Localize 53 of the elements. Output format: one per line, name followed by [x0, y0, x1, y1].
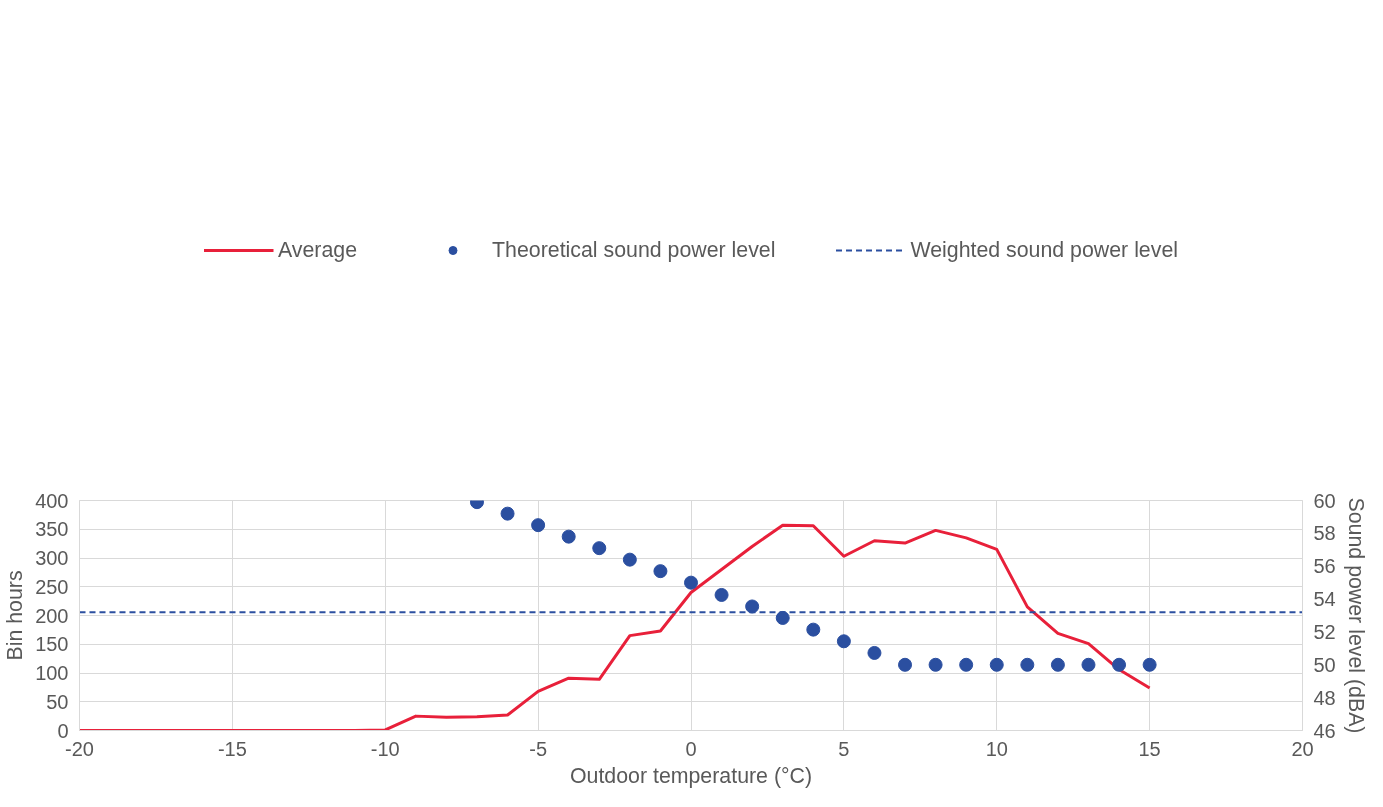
- y2-axis-title: Sound power level (dBA): [1343, 497, 1368, 734]
- y-tick-label: 250: [35, 575, 69, 598]
- legend-label: Weighted sound power level: [910, 237, 1178, 263]
- y-tick-label: 300: [35, 547, 69, 569]
- y2-tick-label: 58: [1313, 522, 1336, 545]
- point: [1081, 657, 1096, 672]
- x-tick-label: 10: [985, 737, 1008, 760]
- point: [592, 541, 607, 556]
- y2-tick-label: 54: [1313, 588, 1336, 611]
- point: [684, 575, 698, 590]
- y-tick-label: 100: [35, 662, 69, 684]
- y-tick-label: 400: [35, 489, 69, 512]
- point: [1142, 657, 1157, 672]
- x-tick-label: 15: [1138, 737, 1161, 760]
- point: [928, 657, 943, 672]
- point: [653, 564, 668, 579]
- point: [959, 657, 974, 672]
- point: [1050, 657, 1065, 672]
- x-tick-label: -15: [217, 737, 247, 760]
- y2-tick-label: 56: [1313, 555, 1336, 578]
- point: [531, 518, 546, 533]
- x-tick-label: 5: [838, 737, 850, 760]
- point: [622, 552, 637, 567]
- point: [806, 622, 821, 637]
- point: [714, 587, 729, 602]
- point: [989, 657, 1004, 672]
- x-tick-label: 20: [1291, 737, 1314, 760]
- y2-tick-label: 46: [1313, 719, 1336, 742]
- y-tick-label: 350: [35, 518, 69, 541]
- point: [561, 529, 576, 544]
- point: [500, 506, 515, 521]
- y2-tick-label: 48: [1313, 686, 1336, 709]
- x-axis-title: Outdoor temperature (°C): [569, 763, 813, 788]
- y2-tick-label: 50: [1313, 653, 1336, 676]
- point: [1020, 657, 1035, 672]
- y2-tick-label: 52: [1313, 620, 1336, 643]
- legend-label: Theoretical sound power level: [492, 237, 776, 263]
- y-axis-title: Bin hours: [3, 570, 28, 661]
- y2-tick-label: 60: [1313, 489, 1336, 512]
- line-series: [79, 523, 1152, 731]
- y-tick-label: 150: [35, 633, 69, 656]
- point: [1112, 657, 1127, 672]
- y-tick-label: 200: [35, 604, 69, 627]
- point: [867, 645, 882, 660]
- legend-label: Average: [278, 237, 358, 263]
- point: [898, 657, 913, 672]
- x-tick-label: 0: [685, 737, 697, 760]
- y-tick-label: 50: [46, 690, 69, 713]
- x-tick-label: -5: [529, 737, 548, 760]
- point: [745, 599, 760, 614]
- x-tick-label: -10: [370, 737, 400, 760]
- point: [836, 634, 851, 649]
- point: [775, 610, 790, 625]
